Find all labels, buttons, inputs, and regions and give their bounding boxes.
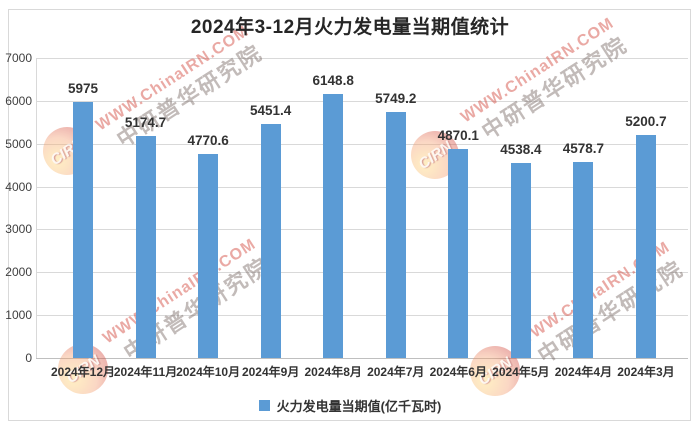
y-tick-label: 5000 [5,137,32,151]
gridline [36,144,688,145]
bar-value-label: 4770.6 [187,132,229,148]
bar [323,94,344,358]
y-tick-label: 0 [25,351,32,365]
y-tick-label: 3000 [5,222,32,236]
y-tick-label: 2000 [5,265,32,279]
bar [510,163,531,358]
bar-value-label: 5749.2 [375,90,417,106]
bar [135,136,156,358]
legend-marker-icon [258,400,270,411]
x-tick-label: 2024年9月 [241,365,300,379]
watermark-text-gray: 中研普华研究院 [533,255,688,369]
bar [635,135,656,358]
x-tick-label: 2024年11月 [113,365,178,379]
bar [260,124,281,358]
x-tick-label: 2024年4月 [554,365,613,379]
gridline [36,101,688,102]
gridline [36,272,688,273]
gridline [36,315,688,316]
bar [73,101,93,358]
bar-value-label: 5975 [67,80,99,96]
bar-value-label: 5200.7 [625,114,667,130]
chart-title: 2024年3-12月火力发电量当期值统计 [190,17,510,38]
y-tick-label: 4000 [5,180,32,194]
bar-value-label: 4578.7 [562,140,605,156]
gridline [36,58,688,59]
bar [385,111,406,358]
x-tick-label: 2024年6月 [429,365,487,379]
bar [448,149,469,358]
bar-value-label: 5451.4 [249,103,292,119]
x-tick-label: 2024年3月 [617,365,675,379]
watermark-text-red: WWW.ChinaIRN.COM [100,235,260,348]
watermark: WWW.ChinaIRN.COM 中研普华研究院 [100,236,275,373]
x-tick-label: 2024年10月 [176,365,241,379]
legend-label: 火力发电量当期值(亿千瓦时) [276,399,442,414]
y-axis-line [36,58,37,358]
gridline [36,229,688,230]
legend: 火力发电量当期值(亿千瓦时) [0,396,700,415]
x-tick-label: 2024年8月 [304,365,362,379]
watermark: WWW.ChinaIRN.COM 中研普华研究院 [514,239,689,376]
x-tick-label: 2024年5月 [492,365,550,379]
gridline [36,187,688,188]
x-tick-label: 2024年12月 [50,365,116,379]
gridline [36,358,688,359]
bar-value-label: 4538.4 [500,142,542,158]
bar [198,153,219,358]
bar-value-label: 4870.1 [437,128,479,144]
y-tick-label: 6000 [5,94,32,108]
x-tick-label: 2024年7月 [367,365,425,379]
y-tick-label: 1000 [5,308,32,322]
bar-value-label: 5174.7 [124,115,167,131]
y-tick-label: 7000 [5,51,32,65]
bar [573,161,594,358]
bar-value-label: 6148.8 [312,73,354,89]
